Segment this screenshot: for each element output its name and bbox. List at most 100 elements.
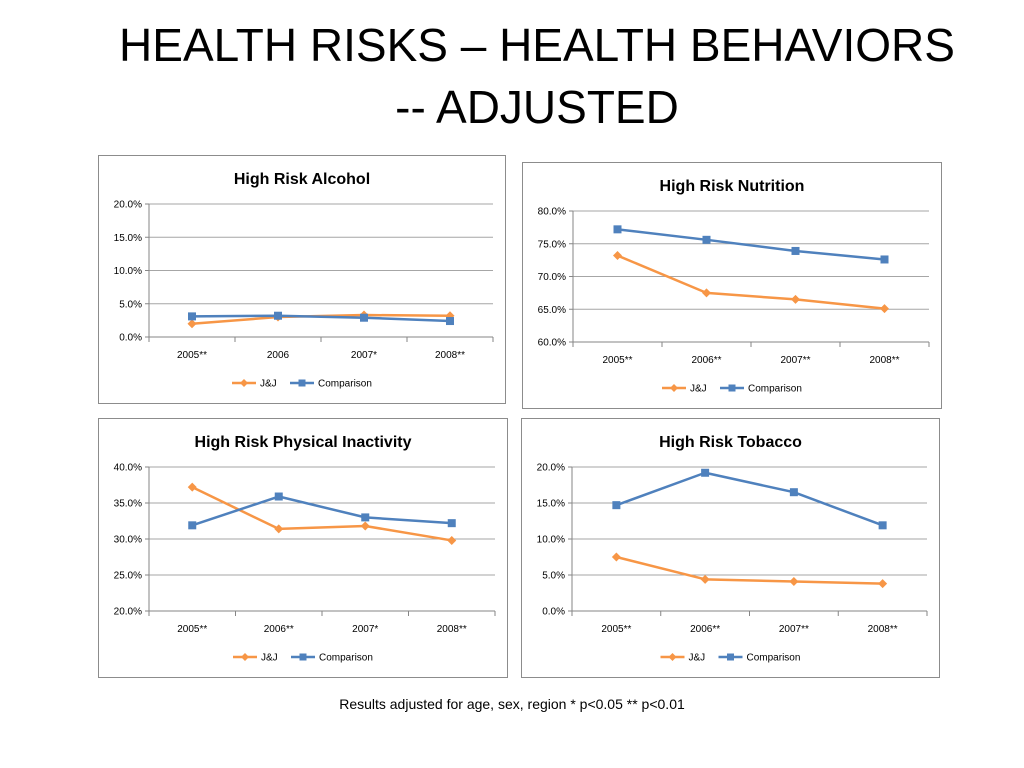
slide-title-line-2: -- ADJUSTED <box>395 81 679 133</box>
x-tick-label: 2006** <box>264 624 294 635</box>
x-tick-label: 2006** <box>691 355 721 366</box>
point-comparison <box>701 468 710 477</box>
chart-legend: J&J Comparison <box>233 653 373 664</box>
y-tick-label: 10.0% <box>537 535 565 546</box>
legend-label-comparison: Comparison <box>748 384 802 395</box>
y-tick-label: 0.0% <box>119 333 142 344</box>
y-tick-label: 60.0% <box>538 338 566 349</box>
chart-title: High Risk Physical Inactivity <box>195 434 412 451</box>
point-comparison <box>446 317 454 326</box>
chart-svg: High Risk Tobacco 0.0% 5.0% 10.0% 15.0% 20.0%… <box>537 434 928 664</box>
chart-legend: J&J Comparison <box>232 379 372 390</box>
legend-marker <box>299 653 307 661</box>
x-tick-label: 2007** <box>779 624 809 635</box>
x-tick-label: 2007** <box>780 355 810 366</box>
x-tick-label: 2006** <box>690 624 720 635</box>
legend-label-j-j: J&J <box>260 379 277 390</box>
chart-legend: J&J Comparison <box>660 653 801 664</box>
chart-high-risk-alcohol: High Risk Alcohol 0.0% 5.0% 10.0% 15.0% 20.0%… <box>98 155 506 404</box>
point-j-j <box>611 552 621 562</box>
x-tick-label: 2008** <box>869 355 899 366</box>
series-line-comparison <box>191 314 451 323</box>
point-j-j <box>700 574 710 584</box>
legend-label-comparison: Comparison <box>747 653 801 664</box>
point-j-j <box>187 482 197 492</box>
y-tick-label: 10.0% <box>114 266 142 277</box>
x-tick-label: 2008** <box>437 624 467 635</box>
series-line-comparison <box>191 495 452 527</box>
y-tick-label: 0.0% <box>542 607 565 618</box>
point-j-j <box>878 579 888 589</box>
point-j-j <box>447 535 457 545</box>
x-tick-label: 2008** <box>868 624 898 635</box>
point-comparison <box>791 246 800 255</box>
y-tick-label: 35.0% <box>114 499 142 510</box>
point-j-j <box>791 294 800 304</box>
point-comparison <box>702 235 711 244</box>
legend-label-comparison: Comparison <box>319 653 373 664</box>
point-comparison <box>612 501 621 510</box>
point-comparison <box>360 313 368 322</box>
y-tick-label: 15.0% <box>114 233 142 244</box>
y-tick-label: 5.0% <box>542 571 565 582</box>
series-line-j-j <box>616 555 883 585</box>
footnote: Results adjusted for age, sex, region * … <box>339 696 685 712</box>
point-comparison <box>880 255 889 264</box>
legend-marker <box>670 384 678 392</box>
y-tick-label: 30.0% <box>114 535 142 546</box>
point-comparison <box>613 225 622 234</box>
x-tick-label: 2005** <box>602 355 632 366</box>
x-tick-label: 2005** <box>177 350 207 361</box>
slide-title: HEALTH RISKS – HEALTH BEHAVIORS -- ADJUS… <box>60 14 1014 138</box>
chart-title: High Risk Nutrition <box>660 178 805 195</box>
x-tick-label: 2007* <box>351 350 377 361</box>
legend-label-comparison: Comparison <box>318 379 372 390</box>
legend-marker <box>241 653 249 661</box>
point-j-j <box>613 251 622 261</box>
legend-label-j-j: J&J <box>689 653 706 664</box>
point-j-j <box>274 524 284 534</box>
chart-svg: High Risk Physical Inactivity 20.0% 25.0% 3… <box>114 434 496 664</box>
point-j-j <box>702 288 711 298</box>
y-tick-label: 40.0% <box>114 463 142 474</box>
y-tick-label: 75.0% <box>538 239 566 250</box>
y-tick-label: 25.0% <box>114 571 142 582</box>
point-comparison <box>274 311 282 320</box>
legend-label-j-j: J&J <box>261 653 278 664</box>
point-j-j <box>789 576 799 586</box>
series-line-comparison <box>617 228 885 261</box>
point-j-j <box>360 521 370 531</box>
point-j-j <box>880 304 889 314</box>
y-tick-label: 15.0% <box>537 499 565 510</box>
point-comparison <box>361 513 370 522</box>
chart-svg: High Risk Alcohol 0.0% 5.0% 10.0% 15.0% 20.0%… <box>114 171 494 390</box>
point-comparison <box>789 488 798 497</box>
chart-high-risk-nutrition: High Risk Nutrition 60.0% 65.0% 70.0% 75.0% 8… <box>522 162 942 409</box>
legend-label-j-j: J&J <box>690 384 707 395</box>
chart-legend: J&J Comparison <box>662 384 802 395</box>
chart-title: High Risk Tobacco <box>659 434 802 451</box>
point-j-j <box>187 319 197 329</box>
y-tick-label: 70.0% <box>538 272 566 283</box>
legend-marker <box>668 653 677 661</box>
point-comparison <box>274 492 283 501</box>
x-tick-label: 2006 <box>267 350 290 361</box>
point-comparison <box>188 521 197 530</box>
legend-marker <box>298 379 306 387</box>
series-line-comparison <box>615 471 884 527</box>
chart-title: High Risk Alcohol <box>234 171 370 188</box>
slide-title-line-1: HEALTH RISKS – HEALTH BEHAVIORS <box>119 19 955 71</box>
y-tick-label: 20.0% <box>114 200 142 211</box>
chart-high-risk-tobacco: High Risk Tobacco 0.0% 5.0% 10.0% 15.0% 20.0%… <box>521 418 940 678</box>
y-tick-label: 20.0% <box>114 607 142 618</box>
legend-marker <box>728 384 736 392</box>
x-tick-label: 2007* <box>352 624 378 635</box>
legend-marker <box>240 379 248 387</box>
chart-svg: High Risk Nutrition 60.0% 65.0% 70.0% 75.0% 8… <box>538 178 930 395</box>
series-line-j-j <box>191 486 452 542</box>
x-tick-label: 2005** <box>177 624 207 635</box>
chart-high-risk-physical-inactivity: High Risk Physical Inactivity 20.0% 25.0% 3… <box>98 418 508 678</box>
x-tick-label: 2005** <box>601 624 631 635</box>
y-tick-label: 20.0% <box>537 463 565 474</box>
y-tick-label: 5.0% <box>119 299 142 310</box>
